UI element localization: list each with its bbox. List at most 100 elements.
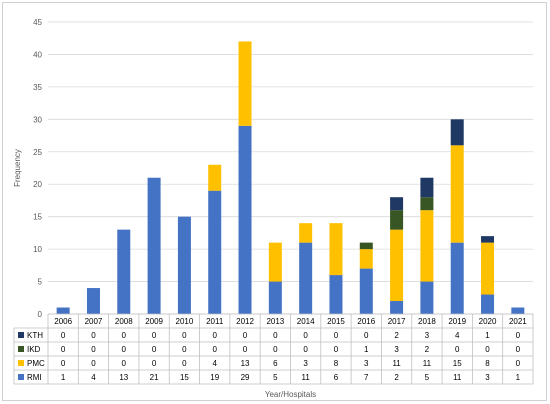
x-tick-label: 2010 — [176, 317, 194, 326]
bar-rmi-2009 — [147, 177, 161, 314]
data-label: 11 — [453, 373, 462, 382]
legend-label-kth: KTH — [27, 331, 43, 340]
x-tick-label: 2011 — [206, 317, 224, 326]
bar-pmc-2011 — [208, 164, 222, 191]
y-tick-label: 10 — [33, 245, 42, 254]
data-label: 11 — [423, 359, 432, 368]
data-label: 0 — [91, 331, 96, 340]
data-label: 0 — [182, 331, 187, 340]
x-tick-label: 2012 — [236, 317, 254, 326]
data-label: 0 — [182, 359, 187, 368]
bar-rmi-2007 — [86, 288, 100, 314]
data-label: 11 — [392, 359, 401, 368]
y-tick-label: 5 — [38, 278, 43, 287]
y-tick-label: 45 — [33, 18, 42, 27]
data-label: 5 — [425, 373, 430, 382]
data-label: 3 — [425, 331, 430, 340]
data-label: 4 — [212, 359, 217, 368]
data-label: 5 — [273, 373, 278, 382]
data-label: 13 — [241, 359, 250, 368]
data-label: 0 — [61, 345, 66, 354]
bar-pmc-2019 — [450, 145, 464, 243]
data-label: 0 — [61, 359, 66, 368]
y-axis-ticks: 0 5 10 15 20 25 30 35 40 45 — [33, 18, 42, 319]
bar-pmc-2012 — [238, 41, 252, 126]
bar-rmi-2017 — [390, 301, 404, 314]
data-label: 15 — [180, 373, 189, 382]
data-label: 0 — [243, 331, 248, 340]
data-label: 0 — [212, 331, 217, 340]
legend-key-pmc — [18, 360, 24, 366]
data-label: 7 — [364, 373, 369, 382]
data-label: 1 — [485, 331, 490, 340]
bar-ikd-2017 — [390, 210, 404, 230]
data-label: 0 — [516, 331, 521, 340]
data-label: 0 — [516, 359, 521, 368]
y-tick-label: 20 — [33, 180, 42, 189]
data-label: 1 — [516, 373, 521, 382]
data-label: 0 — [212, 345, 217, 354]
data-label: 19 — [210, 373, 219, 382]
data-label: 8 — [485, 359, 490, 368]
bar-rmi-2010 — [177, 216, 191, 314]
x-tick-label: 2009 — [145, 317, 163, 326]
x-tick-label: 2018 — [418, 317, 436, 326]
y-axis-label: Frequency — [13, 149, 22, 187]
bar-rmi-2021 — [511, 307, 525, 314]
data-label: 0 — [152, 345, 157, 354]
bar-ikd-2016 — [359, 242, 373, 250]
bar-rmi-2015 — [329, 275, 343, 314]
data-label: 0 — [455, 345, 460, 354]
data-label: 3 — [303, 359, 308, 368]
data-label: 1 — [61, 373, 66, 382]
data-label: 6 — [273, 359, 278, 368]
data-label: 0 — [303, 331, 308, 340]
data-label: 0 — [303, 345, 308, 354]
data-label: 0 — [364, 331, 369, 340]
data-label: 15 — [453, 359, 462, 368]
legend-label-ikd: IKD — [27, 345, 41, 354]
bar-kth-2020 — [481, 236, 495, 243]
bar-kth-2019 — [450, 119, 464, 146]
y-tick-label: 25 — [33, 148, 42, 157]
data-label: 11 — [302, 373, 311, 382]
bar-pmc-2015 — [329, 223, 343, 276]
bar-rmi-2011 — [208, 190, 222, 314]
data-label: 0 — [91, 345, 96, 354]
bar-rmi-2012 — [238, 125, 252, 314]
bar-kth-2018 — [420, 177, 434, 198]
data-label: 0 — [182, 345, 187, 354]
x-tick-label: 2014 — [297, 317, 315, 326]
bar-rmi-2016 — [359, 268, 373, 314]
bar-pmc-2013 — [268, 242, 282, 282]
data-label: 0 — [273, 345, 278, 354]
data-label: 8 — [334, 359, 339, 368]
bar-pmc-2018 — [420, 210, 434, 282]
data-label: 13 — [119, 373, 128, 382]
y-tick-label: 40 — [33, 50, 42, 59]
bars — [56, 41, 525, 314]
legend-label-rmi: RMI — [27, 373, 42, 382]
legend-label-pmc: PMC — [27, 359, 45, 368]
x-tick-label: 2007 — [85, 317, 103, 326]
data-label: 3 — [394, 345, 399, 354]
bar-rmi-2014 — [299, 242, 313, 314]
data-label: 4 — [455, 331, 460, 340]
data-label: 0 — [485, 345, 490, 354]
data-label: 0 — [243, 345, 248, 354]
y-tick-label: 15 — [33, 213, 42, 222]
x-tick-label: 2017 — [388, 317, 406, 326]
legend-key-rmi — [18, 374, 24, 380]
bar-rmi-2008 — [117, 229, 131, 314]
data-label: 3 — [364, 359, 369, 368]
x-tick-label: 2015 — [327, 317, 345, 326]
x-tick-label: 2013 — [266, 317, 284, 326]
x-tick-label: 2020 — [479, 317, 497, 326]
bar-kth-2017 — [390, 197, 404, 211]
data-label: 0 — [516, 345, 521, 354]
bar-pmc-2020 — [481, 242, 495, 295]
data-label: 1 — [364, 345, 369, 354]
y-tick-label: 0 — [38, 310, 43, 319]
data-label: 3 — [485, 373, 490, 382]
